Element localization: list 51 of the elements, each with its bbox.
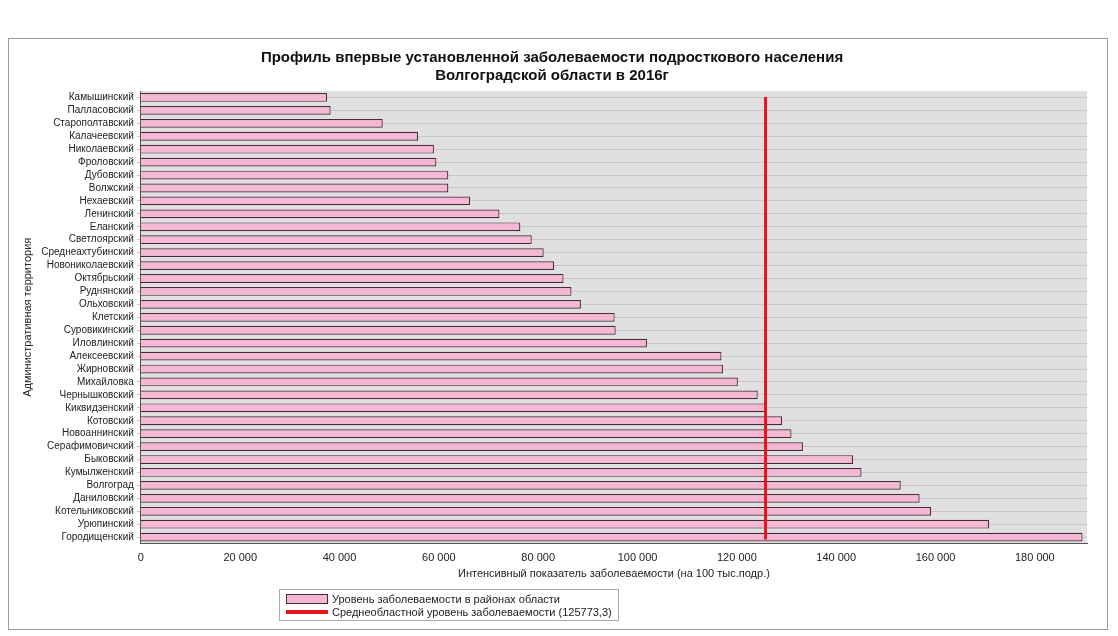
y-tick-label: Городищенский [61, 530, 134, 542]
y-tick-label: Суровикинский [63, 323, 134, 335]
y-tick-label: Чернышковский [59, 388, 134, 400]
y-tick-label: Алексеевский [69, 349, 134, 361]
y-tick-label: Николаевский [68, 142, 134, 154]
y-tick-label: Жирновский [76, 362, 134, 374]
x-tick-label: 80 000 [521, 551, 556, 564]
y-tick-label: Волжский [88, 181, 134, 193]
y-tick-label: Новоаннинский [62, 427, 134, 439]
y-tick-label: Клетский [91, 311, 134, 323]
y-tick-label: Даниловский [73, 492, 134, 504]
x-tick-label: 100 000 [617, 551, 658, 564]
y-tick-label: Серафимовичский [47, 440, 134, 452]
x-tick-label: 140 000 [816, 551, 857, 564]
y-tick-label: Дубовский [84, 168, 134, 180]
y-tick-label: Котовский [86, 414, 134, 426]
y-tick-label: Кумылженский [64, 466, 134, 478]
y-tick-label: Октябрьский [74, 272, 134, 284]
y-axis-title: Административная территория [20, 237, 33, 397]
y-tick-label: Михайловка [76, 375, 135, 387]
y-tick-label: Палласовский [67, 104, 134, 116]
y-tick-label: Еланский [89, 220, 134, 232]
y-tick-label: Киквидзенский [65, 401, 134, 413]
y-tick-label: Руднянский [79, 285, 134, 297]
y-tick-label: Старополтавский [53, 117, 134, 129]
y-tick-label: Камышинский [68, 91, 134, 103]
y-tick-label: Калачеевский [69, 130, 134, 142]
text: Волгоградской области в 2016г [435, 66, 669, 84]
x-tick-label: 0 [137, 551, 144, 564]
x-tick-label: 40 000 [322, 551, 357, 564]
x-tick-label: 180 000 [1014, 551, 1055, 564]
x-tick-label: 160 000 [915, 551, 956, 564]
y-tick-label: Ленинский [84, 207, 134, 219]
x-tick-label: 20 000 [223, 551, 258, 564]
x-tick-label: 120 000 [716, 551, 757, 564]
y-tick-label: Светлоярский [68, 233, 134, 245]
text: Профиль впервые установленной заболеваемости подросткового населения [260, 48, 844, 66]
y-tick-label: Новониколаевский [46, 259, 134, 271]
legend-label: Среднеобластной уровень заболеваемости (125773,3) [332, 605, 612, 618]
x-tick-label: 60 000 [422, 551, 456, 564]
y-tick-label: Среднеахтубинский [41, 246, 134, 258]
y-tick-label: Быковский [84, 453, 134, 465]
y-tick-label: Волгоград [86, 479, 135, 491]
x-axis-title: Интенсивный показатель заболеваемости (на 100 тыс.подр.) [458, 567, 770, 580]
y-tick-label: Иловлинский [72, 336, 134, 348]
y-tick-label: Урюпинский [77, 517, 134, 529]
y-tick-label: Нехаевский [79, 194, 134, 206]
y-tick-label: Фроловский [78, 155, 134, 167]
y-tick-label: Котельниковский [55, 505, 134, 517]
y-tick-label: Ольховский [78, 298, 134, 310]
legend-label: Уровень заболеваемости в районах области [332, 592, 560, 605]
